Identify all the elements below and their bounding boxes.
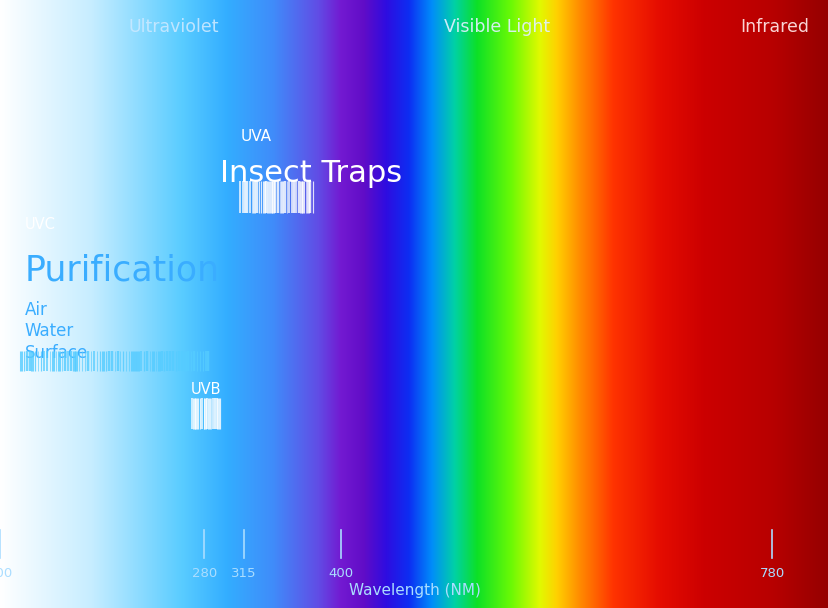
Text: UVB: UVB	[190, 382, 221, 396]
Text: UVC: UVC	[25, 218, 55, 232]
Text: Water: Water	[25, 322, 74, 340]
Text: 780: 780	[758, 567, 784, 580]
Text: 100: 100	[0, 567, 12, 580]
Text: Wavelength (NM): Wavelength (NM)	[348, 584, 480, 598]
Text: Ultraviolet: Ultraviolet	[128, 18, 219, 36]
Text: Surface: Surface	[25, 344, 88, 362]
Text: Purification: Purification	[25, 254, 219, 288]
Text: 400: 400	[328, 567, 353, 580]
Text: 315: 315	[231, 567, 257, 580]
Text: 280: 280	[191, 567, 217, 580]
Text: Infrared: Infrared	[739, 18, 809, 36]
Text: Air: Air	[25, 301, 48, 319]
Text: Insect Traps: Insect Traps	[219, 159, 402, 188]
Text: Visible Light: Visible Light	[444, 18, 550, 36]
Text: UVA: UVA	[240, 130, 271, 144]
